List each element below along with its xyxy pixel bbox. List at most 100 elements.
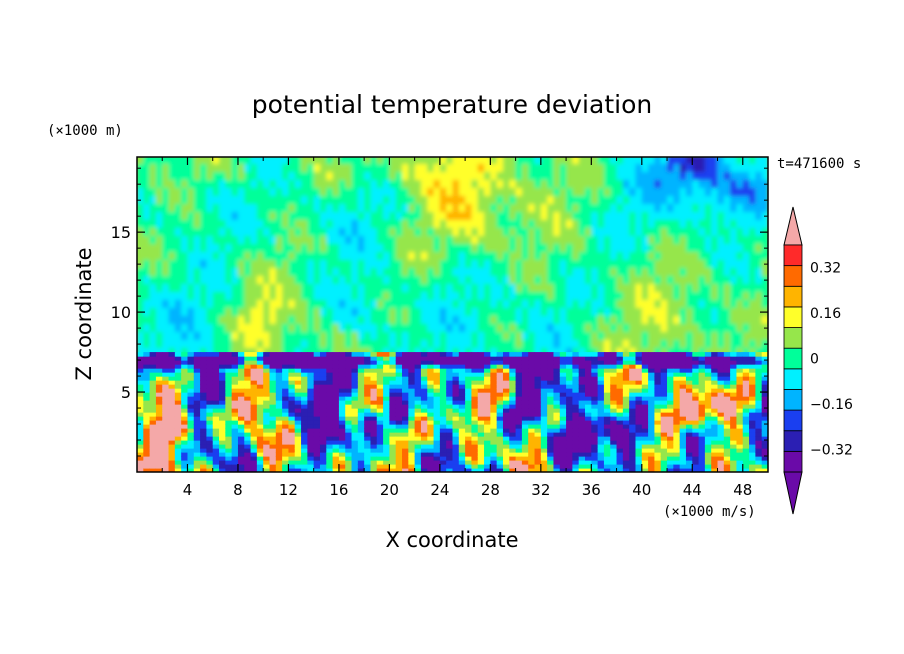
field-cell xyxy=(502,408,510,413)
field-cell xyxy=(219,368,226,373)
field-cell xyxy=(402,243,409,252)
field-cell xyxy=(332,347,340,356)
field-cell xyxy=(414,452,422,457)
field-cell xyxy=(629,424,637,429)
field-cell xyxy=(603,163,611,172)
field-cell xyxy=(704,211,712,220)
field-cell xyxy=(534,195,542,204)
field-cell xyxy=(408,432,416,437)
field-cell xyxy=(294,420,302,425)
field-cell xyxy=(389,163,397,172)
field-cell xyxy=(629,364,637,369)
field-cell xyxy=(250,360,258,365)
field-cell xyxy=(332,444,340,449)
field-cell xyxy=(212,468,220,472)
field-cell xyxy=(427,163,435,172)
field-cell xyxy=(603,339,611,348)
field-cell xyxy=(534,331,542,340)
field-cell xyxy=(616,211,624,220)
field-cell xyxy=(313,291,321,300)
field-cell xyxy=(477,444,485,449)
field-cell xyxy=(591,243,599,252)
field-cell xyxy=(717,179,725,188)
field-cell xyxy=(427,464,435,469)
field-cell xyxy=(496,352,504,357)
field-cell xyxy=(174,299,182,308)
field-cell xyxy=(313,163,321,172)
field-cell xyxy=(155,436,163,441)
field-cell xyxy=(622,203,630,212)
field-cell xyxy=(313,243,321,252)
field-cell xyxy=(395,275,403,284)
field-cell xyxy=(635,352,643,357)
field-cell xyxy=(515,384,523,389)
field-cell xyxy=(723,331,731,340)
field-cell xyxy=(307,404,315,409)
field-cell xyxy=(275,468,283,472)
field-cell xyxy=(591,404,599,409)
field-cell xyxy=(389,227,397,236)
field-cell xyxy=(578,368,586,373)
field-cell xyxy=(736,323,744,332)
field-cell xyxy=(730,179,738,188)
field-cell xyxy=(193,428,201,433)
field-cell xyxy=(237,267,245,276)
field-cell xyxy=(433,436,441,441)
field-cell xyxy=(622,171,630,180)
field-cell xyxy=(761,219,768,228)
field-cell xyxy=(515,420,523,425)
field-cell xyxy=(717,315,725,324)
field-cell xyxy=(307,360,315,365)
field-cell xyxy=(547,388,555,393)
field-cell xyxy=(345,347,353,356)
field-cell xyxy=(648,179,656,188)
field-cell xyxy=(288,347,296,356)
field-cell xyxy=(244,404,252,409)
field-cell xyxy=(219,179,226,188)
field-cell xyxy=(408,468,416,472)
field-cell xyxy=(502,219,510,228)
field-cell xyxy=(704,307,712,316)
field-cell xyxy=(395,339,403,348)
field-cell xyxy=(635,291,643,300)
field-cell xyxy=(465,299,473,308)
field-cell xyxy=(389,339,397,348)
field-cell xyxy=(635,464,643,469)
field-cell xyxy=(502,323,510,332)
field-cell xyxy=(174,171,182,180)
field-cell xyxy=(149,291,157,300)
field-cell xyxy=(143,243,151,252)
field-cell xyxy=(143,219,151,228)
field-cell xyxy=(370,179,378,188)
field-cell xyxy=(471,396,479,401)
field-cell xyxy=(742,179,750,188)
field-cell xyxy=(635,331,643,340)
field-cell xyxy=(641,368,649,373)
field-cell xyxy=(402,315,409,324)
field-cell xyxy=(477,456,485,461)
field-cell xyxy=(370,404,378,409)
field-cell xyxy=(326,195,334,204)
field-cell xyxy=(610,364,618,369)
field-cell xyxy=(433,364,441,369)
field-cell xyxy=(458,360,466,365)
field-cell xyxy=(143,360,151,365)
field-cell xyxy=(389,420,397,425)
field-cell xyxy=(225,428,233,433)
field-cell xyxy=(326,315,334,324)
field-cell xyxy=(256,412,264,417)
field-cell xyxy=(294,416,302,421)
field-cell xyxy=(742,267,750,276)
field-cell xyxy=(471,356,479,361)
field-cell xyxy=(433,368,441,373)
field-cell xyxy=(446,352,454,357)
field-cell xyxy=(484,364,491,369)
field-cell xyxy=(502,259,510,268)
field-cell xyxy=(301,396,308,401)
field-cell xyxy=(256,456,264,461)
field-cell xyxy=(477,211,485,220)
field-cell xyxy=(629,267,637,276)
field-cell xyxy=(219,352,226,357)
field-cell xyxy=(641,347,649,356)
field-cell xyxy=(723,323,731,332)
